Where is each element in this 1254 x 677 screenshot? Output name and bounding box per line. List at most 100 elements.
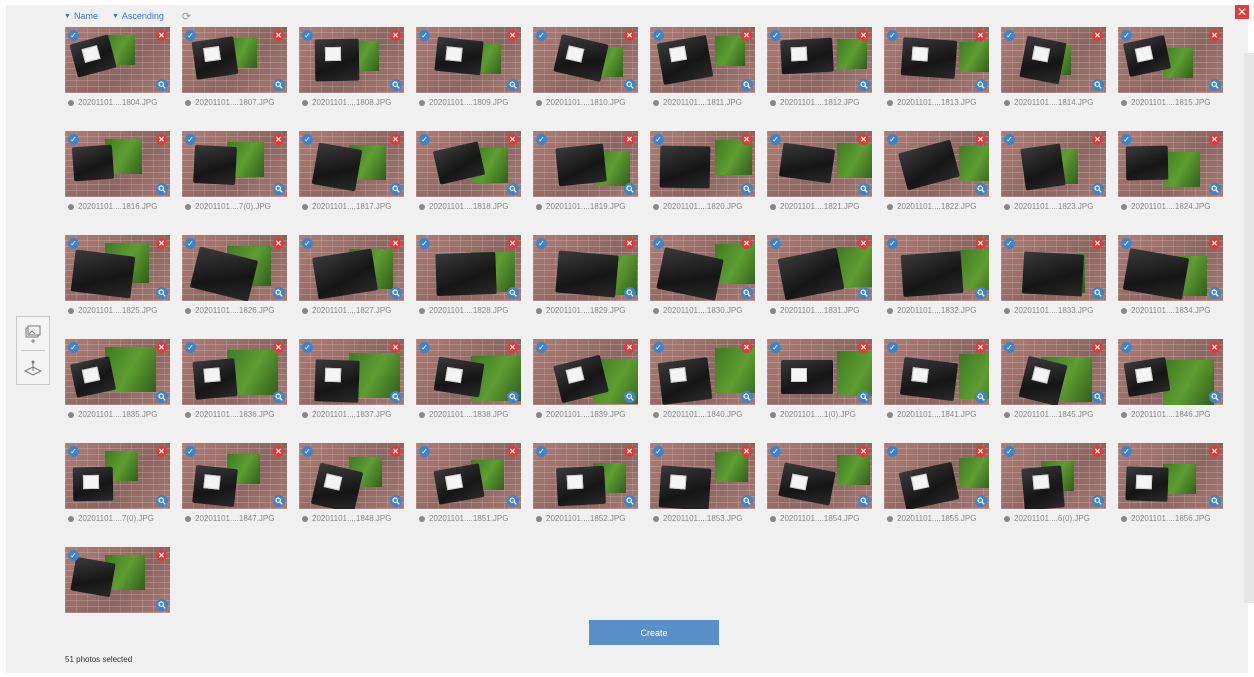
photo-tile[interactable]: ✓ ✕ 20201101....1845.JPG xyxy=(1001,339,1106,433)
remove-photo-icon[interactable]: ✕ xyxy=(624,134,635,145)
zoom-icon[interactable] xyxy=(975,391,987,403)
photo-tile[interactable]: ✓ ✕ 20201101....1821.JPG xyxy=(767,131,872,225)
checkmark-icon[interactable]: ✓ xyxy=(68,550,79,561)
zoom-icon[interactable] xyxy=(975,183,987,195)
photo-tile[interactable]: ✓ ✕ 20201101....1810.JPG xyxy=(533,27,638,121)
checkmark-icon[interactable]: ✓ xyxy=(68,238,79,249)
remove-photo-icon[interactable]: ✕ xyxy=(156,238,167,249)
photo-thumbnail[interactable]: ✓ ✕ xyxy=(65,547,170,613)
checkmark-icon[interactable]: ✓ xyxy=(68,134,79,145)
photo-thumbnail[interactable]: ✓ ✕ xyxy=(182,235,287,301)
zoom-icon[interactable] xyxy=(858,495,870,507)
photo-tile[interactable]: ✓ ✕ 20201101....1807.JPG xyxy=(182,27,287,121)
zoom-icon[interactable] xyxy=(390,183,402,195)
photo-thumbnail[interactable]: ✓ ✕ xyxy=(299,339,404,405)
photo-tile[interactable]: ✓ ✕ 20201101....1818.JPG xyxy=(416,131,521,225)
zoom-icon[interactable] xyxy=(156,391,168,403)
photo-thumbnail[interactable]: ✓ ✕ xyxy=(182,131,287,197)
remove-photo-icon[interactable]: ✕ xyxy=(507,30,518,41)
photo-thumbnail[interactable]: ✓ ✕ xyxy=(1118,235,1223,301)
zoom-icon[interactable] xyxy=(858,183,870,195)
photo-thumbnail[interactable]: ✓ ✕ xyxy=(650,235,755,301)
checkmark-icon[interactable]: ✓ xyxy=(770,30,781,41)
checkmark-icon[interactable]: ✓ xyxy=(653,134,664,145)
photo-thumbnail[interactable]: ✓ ✕ xyxy=(1001,443,1106,509)
photo-thumbnail[interactable]: ✓ ✕ xyxy=(299,131,404,197)
remove-photo-icon[interactable]: ✕ xyxy=(1209,134,1220,145)
zoom-icon[interactable] xyxy=(390,79,402,91)
ground-plane-icon[interactable] xyxy=(17,351,49,384)
photo-thumbnail[interactable]: ✓ ✕ xyxy=(533,443,638,509)
remove-photo-icon[interactable]: ✕ xyxy=(1209,30,1220,41)
zoom-icon[interactable] xyxy=(1092,391,1104,403)
zoom-icon[interactable] xyxy=(1209,183,1221,195)
photo-thumbnail[interactable]: ✓ ✕ xyxy=(533,131,638,197)
photo-thumbnail[interactable]: ✓ ✕ xyxy=(182,27,287,93)
photo-thumbnail[interactable]: ✓ ✕ xyxy=(65,443,170,509)
remove-photo-icon[interactable]: ✕ xyxy=(975,446,986,457)
checkmark-icon[interactable]: ✓ xyxy=(887,238,898,249)
checkmark-icon[interactable]: ✓ xyxy=(302,342,313,353)
remove-photo-icon[interactable]: ✕ xyxy=(741,134,752,145)
remove-photo-icon[interactable]: ✕ xyxy=(156,446,167,457)
photo-tile[interactable]: ✓ ✕ 20201101....1840.JPG xyxy=(650,339,755,433)
remove-photo-icon[interactable]: ✕ xyxy=(273,30,284,41)
checkmark-icon[interactable]: ✓ xyxy=(1004,238,1015,249)
checkmark-icon[interactable]: ✓ xyxy=(419,342,430,353)
remove-photo-icon[interactable]: ✕ xyxy=(507,446,518,457)
photo-tile[interactable]: ✓ ✕ 20201101....1824.JPG xyxy=(1118,131,1223,225)
create-button[interactable]: Create xyxy=(589,620,719,645)
checkmark-icon[interactable]: ✓ xyxy=(68,446,79,457)
photo-thumbnail[interactable]: ✓ ✕ xyxy=(533,235,638,301)
remove-photo-icon[interactable]: ✕ xyxy=(1209,342,1220,353)
checkmark-icon[interactable]: ✓ xyxy=(770,342,781,353)
zoom-icon[interactable] xyxy=(507,183,519,195)
remove-photo-icon[interactable]: ✕ xyxy=(1092,30,1103,41)
checkmark-icon[interactable]: ✓ xyxy=(536,134,547,145)
zoom-icon[interactable] xyxy=(741,79,753,91)
remove-photo-icon[interactable]: ✕ xyxy=(1092,446,1103,457)
remove-photo-icon[interactable]: ✕ xyxy=(390,134,401,145)
photo-tile[interactable]: ✓ ✕ 20201101....1838.JPG xyxy=(416,339,521,433)
remove-photo-icon[interactable]: ✕ xyxy=(273,446,284,457)
checkmark-icon[interactable]: ✓ xyxy=(536,238,547,249)
remove-photo-icon[interactable]: ✕ xyxy=(975,134,986,145)
photo-tile[interactable]: ✓ ✕ 20201101....1851.JPG xyxy=(416,443,521,537)
photo-thumbnail[interactable]: ✓ ✕ xyxy=(767,131,872,197)
photo-thumbnail[interactable]: ✓ ✕ xyxy=(416,339,521,405)
remove-photo-icon[interactable]: ✕ xyxy=(390,446,401,457)
zoom-icon[interactable] xyxy=(975,495,987,507)
photo-tile[interactable]: ✓ ✕ 20201101....1830.JPG xyxy=(650,235,755,329)
photo-tile[interactable]: ✓ ✕ 20201101....1812.JPG xyxy=(767,27,872,121)
photo-tile[interactable]: ✓ ✕ 20201101....1825.JPG xyxy=(65,235,170,329)
checkmark-icon[interactable]: ✓ xyxy=(1004,30,1015,41)
photo-thumbnail[interactable]: ✓ ✕ xyxy=(1118,443,1223,509)
remove-photo-icon[interactable]: ✕ xyxy=(624,342,635,353)
zoom-icon[interactable] xyxy=(1209,79,1221,91)
zoom-icon[interactable] xyxy=(741,391,753,403)
remove-photo-icon[interactable]: ✕ xyxy=(156,550,167,561)
checkmark-icon[interactable]: ✓ xyxy=(770,238,781,249)
checkmark-icon[interactable]: ✓ xyxy=(419,446,430,457)
photo-thumbnail[interactable]: ✓ ✕ xyxy=(1001,27,1106,93)
photo-thumbnail[interactable]: ✓ ✕ xyxy=(65,339,170,405)
photo-tile[interactable]: ✓ ✕ 20201101....1853.JPG xyxy=(650,443,755,537)
remove-photo-icon[interactable]: ✕ xyxy=(975,342,986,353)
checkmark-icon[interactable]: ✓ xyxy=(770,134,781,145)
checkmark-icon[interactable]: ✓ xyxy=(653,238,664,249)
photo-thumbnail[interactable]: ✓ ✕ xyxy=(182,339,287,405)
remove-photo-icon[interactable]: ✕ xyxy=(624,238,635,249)
photo-thumbnail[interactable]: ✓ ✕ xyxy=(767,443,872,509)
remove-photo-icon[interactable]: ✕ xyxy=(390,30,401,41)
photo-thumbnail[interactable]: ✓ ✕ xyxy=(884,339,989,405)
refresh-icon[interactable]: ⟳ xyxy=(181,10,192,23)
photo-tile[interactable]: ✓ ✕ 20201101....1831.JPG xyxy=(767,235,872,329)
checkmark-icon[interactable]: ✓ xyxy=(1121,342,1132,353)
remove-photo-icon[interactable]: ✕ xyxy=(975,30,986,41)
checkmark-icon[interactable]: ✓ xyxy=(653,342,664,353)
sort-order-dropdown[interactable]: ▼ Ascending xyxy=(112,11,164,21)
checkmark-icon[interactable]: ✓ xyxy=(653,446,664,457)
remove-photo-icon[interactable]: ✕ xyxy=(858,30,869,41)
photo-thumbnail[interactable]: ✓ ✕ xyxy=(533,339,638,405)
zoom-icon[interactable] xyxy=(273,495,285,507)
